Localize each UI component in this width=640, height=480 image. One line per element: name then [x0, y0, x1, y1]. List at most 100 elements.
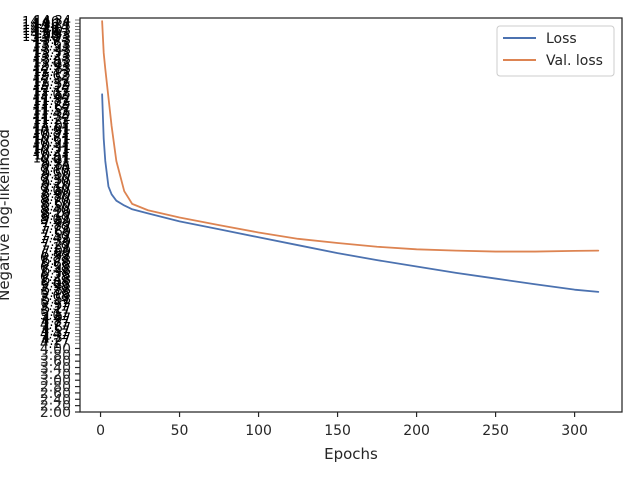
y-tick-label-overlapping: 12.12: [33, 84, 70, 99]
y-tick-label-overlapping: 12.22: [34, 81, 71, 96]
y-tick-label-overlapping: 5.37: [40, 299, 69, 314]
x-tick-label: 300: [561, 423, 588, 439]
y-tick-label-overlapping: 6.48: [42, 264, 71, 279]
y-tick-label-overlapping: 10.51: [32, 136, 69, 151]
legend: Loss Val. loss: [496, 25, 615, 77]
y-tick-label-overlapping: 8.29: [42, 206, 71, 221]
y-tick-label-overlapping: 7.49: [40, 232, 69, 247]
y-tick-label: 2.80: [40, 380, 71, 396]
y-tick-label-overlapping: 9.91: [40, 155, 69, 170]
y-tick-label-overlapping: 7.99: [42, 216, 71, 231]
y-tick-label-overlapping: 4.97: [42, 312, 71, 327]
y-tick-label-overlapping: 6.18: [42, 273, 71, 288]
y-tick-label-overlapping: 8.09: [40, 212, 69, 227]
y-tick-label-overlapping: 10.11: [34, 148, 71, 163]
y-tick-label-overlapping: 6.88: [40, 251, 69, 266]
y-tick-label-overlapping: 11.22: [33, 113, 70, 128]
y-tick-label-overlapping: 11.01: [34, 120, 71, 135]
x-tick-label: 50: [171, 423, 189, 439]
y-tick-label-overlapping: 13.53: [32, 40, 69, 55]
y-tick-label-overlapping: 7.69: [42, 225, 71, 240]
y-tick-label-overlapping: 5.88: [42, 283, 71, 298]
y-tick-label-overlapping: 4.17: [40, 337, 69, 352]
y-tick-label-overlapping: 6.68: [41, 257, 70, 272]
y-tick-label-overlapping: 5.78: [41, 286, 70, 301]
y-tick-label-overlapping: 14.34: [34, 14, 71, 29]
y-tick-label-overlapping: 5.58: [42, 292, 71, 307]
y-tick-label-overlapping: 7.89: [41, 219, 70, 234]
y-tick-label-overlapping: 6.28: [40, 270, 69, 285]
y-tick-label-overlapping: 13.43: [34, 43, 71, 58]
x-tick-label: 150: [324, 423, 351, 439]
y-tick-label-overlapping: 5.27: [42, 302, 71, 317]
y-tick-label-overlapping: 5.17: [41, 305, 70, 320]
y-tick-label: 3.60: [40, 354, 71, 370]
y-tick-label-overlapping: 8.90: [42, 187, 71, 202]
plot-frame: [79, 17, 623, 413]
y-tick-label-overlapping: 4.87: [41, 315, 70, 330]
y-tick-label-overlapping: 6.38: [41, 267, 70, 282]
y-axis-overlapping-tick-labels: 14.3414.2414.1414.0313.9313.8313.7313.63…: [22, 14, 80, 352]
y-tick-label-overlapping: 10.31: [33, 142, 70, 157]
y-tick-label-overlapping: 10.21: [32, 145, 69, 160]
y-tick-label-overlapping: 12.93: [32, 59, 69, 74]
y-tick-label-overlapping: 4.67: [42, 321, 71, 336]
y-tick-label-overlapping: 13.93: [33, 27, 70, 42]
series-layer: [101, 20, 600, 293]
y-tick-label-overlapping: 10.81: [32, 126, 69, 141]
y-tick-label-overlapping: 11.42: [32, 107, 69, 122]
y-tick-label-overlapping: 6.08: [41, 276, 70, 291]
y-tick-label: 2.00: [40, 405, 71, 421]
y-tick-label-overlapping: 12.32: [32, 78, 69, 93]
y-tick-label-overlapping: 6.78: [42, 254, 71, 269]
y-tick-label-overlapping: 8.70: [40, 193, 69, 208]
y-tick-label-overlapping: 13.90: [22, 30, 59, 45]
y-tick-label-overlapping: 11.62: [34, 100, 71, 115]
y-tick-label-overlapping: 14.20: [22, 21, 59, 36]
y-tick-label-overlapping: 4.57: [41, 324, 70, 339]
y-tick-label-overlapping: 9.40: [41, 171, 70, 186]
y-tick-label-overlapping: 9.30: [40, 174, 69, 189]
y-tick-label-overlapping: 9.70: [41, 161, 70, 176]
y-tick-label-overlapping: 14.24: [33, 17, 70, 32]
y-tick-label-overlapping: 8.80: [41, 190, 70, 205]
x-axis-label: Epochs: [324, 445, 378, 463]
y-tick-label-overlapping: 7.79: [40, 222, 69, 237]
y-tick-label-overlapping: 8.40: [40, 203, 69, 218]
y-tick-label-overlapping: 9.81: [42, 158, 71, 173]
y-tick-label-overlapping: 9.20: [42, 177, 71, 192]
y-tick-label-overlapping: 9.10: [41, 180, 70, 195]
y-tick-label-overlapping: 12.42: [33, 75, 70, 90]
y-tick-label: 3.20: [40, 367, 71, 383]
y-tick-label-overlapping: 13.03: [33, 56, 70, 71]
y-tick-label-overlapping: 12.83: [34, 62, 71, 77]
y-tick-label-overlapping: 10.61: [33, 132, 70, 147]
y-tick-label-overlapping: 6.99: [41, 248, 70, 263]
y-tick-label-overlapping: 11.52: [33, 104, 70, 119]
y-tick-label-overlapping: 11.82: [33, 94, 70, 109]
y-tick-label: 2.60: [40, 386, 71, 402]
y-tick-label-overlapping: 12.52: [34, 72, 71, 87]
y-tick-label-overlapping: 12.73: [33, 65, 70, 80]
x-axis-ticks: 0 50 100 150 200 250 300: [96, 412, 588, 439]
y-tick-label-overlapping: 12.62: [32, 68, 69, 83]
y-tick-label-overlapping: 13.83: [32, 30, 69, 45]
series-line-val-loss: [101, 20, 600, 253]
y-tick-label-overlapping: 5.98: [40, 280, 69, 295]
y-axis-label: Negative log-likelihood: [0, 129, 13, 301]
series-line-loss: [101, 93, 600, 293]
y-tick-label-overlapping: 13.73: [34, 33, 71, 48]
y-tick-label-overlapping: 12.02: [32, 88, 69, 103]
x-tick-label: 200: [403, 423, 430, 439]
y-tick-label-overlapping: 11.92: [34, 91, 71, 106]
y-tick-label-overlapping: 11.11: [32, 116, 69, 131]
x-tick-label: 100: [245, 423, 272, 439]
y-tick-label-overlapping: 7.29: [41, 238, 70, 253]
y-tick-label-overlapping: 14.00: [22, 27, 59, 42]
y-tick-label-overlapping: 10.91: [33, 123, 70, 138]
y-tick-label-overlapping: 7.09: [42, 244, 71, 259]
y-tick-label-overlapping: 14.40: [22, 15, 59, 30]
y-tick-label-overlapping: 13.23: [32, 49, 69, 64]
x-tick-label: 250: [482, 423, 509, 439]
